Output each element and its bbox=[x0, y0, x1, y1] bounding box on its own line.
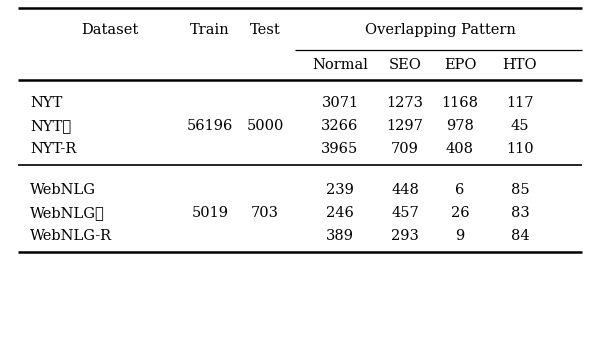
Text: SEO: SEO bbox=[389, 58, 421, 72]
Text: 3965: 3965 bbox=[322, 142, 359, 156]
Text: 293: 293 bbox=[391, 229, 419, 243]
Text: HTO: HTO bbox=[503, 58, 538, 72]
Text: 1273: 1273 bbox=[386, 96, 424, 110]
Text: WebNLG: WebNLG bbox=[30, 183, 96, 197]
Text: 5019: 5019 bbox=[191, 206, 229, 220]
Text: WebNLG-R: WebNLG-R bbox=[30, 229, 112, 243]
Text: 709: 709 bbox=[391, 142, 419, 156]
Text: 448: 448 bbox=[391, 183, 419, 197]
Text: 1168: 1168 bbox=[442, 96, 479, 110]
Text: 978: 978 bbox=[446, 119, 474, 133]
Text: 56196: 56196 bbox=[187, 119, 233, 133]
Text: Dataset: Dataset bbox=[82, 23, 139, 37]
Text: 703: 703 bbox=[251, 206, 279, 220]
Text: 408: 408 bbox=[446, 142, 474, 156]
Text: NYT: NYT bbox=[30, 96, 62, 110]
Text: Normal: Normal bbox=[312, 58, 368, 72]
Text: Train: Train bbox=[190, 23, 230, 37]
Text: 26: 26 bbox=[451, 206, 469, 220]
Text: 45: 45 bbox=[511, 119, 529, 133]
Text: NYT⋆: NYT⋆ bbox=[30, 119, 71, 133]
Text: 6: 6 bbox=[455, 183, 464, 197]
Text: 3266: 3266 bbox=[322, 119, 359, 133]
Text: 457: 457 bbox=[391, 206, 419, 220]
Text: 9: 9 bbox=[455, 229, 464, 243]
Text: EPO: EPO bbox=[444, 58, 476, 72]
Text: 85: 85 bbox=[511, 183, 529, 197]
Text: 3071: 3071 bbox=[322, 96, 359, 110]
Text: Test: Test bbox=[250, 23, 280, 37]
Text: 83: 83 bbox=[511, 206, 529, 220]
Text: WebNLG⋆: WebNLG⋆ bbox=[30, 206, 105, 220]
Text: 239: 239 bbox=[326, 183, 354, 197]
Text: 246: 246 bbox=[326, 206, 354, 220]
Text: 389: 389 bbox=[326, 229, 354, 243]
Text: 117: 117 bbox=[506, 96, 534, 110]
Text: 84: 84 bbox=[511, 229, 529, 243]
Text: Overlapping Pattern: Overlapping Pattern bbox=[365, 23, 515, 37]
Text: 110: 110 bbox=[506, 142, 534, 156]
Text: 1297: 1297 bbox=[386, 119, 424, 133]
Text: NYT-R: NYT-R bbox=[30, 142, 76, 156]
Text: 5000: 5000 bbox=[247, 119, 284, 133]
